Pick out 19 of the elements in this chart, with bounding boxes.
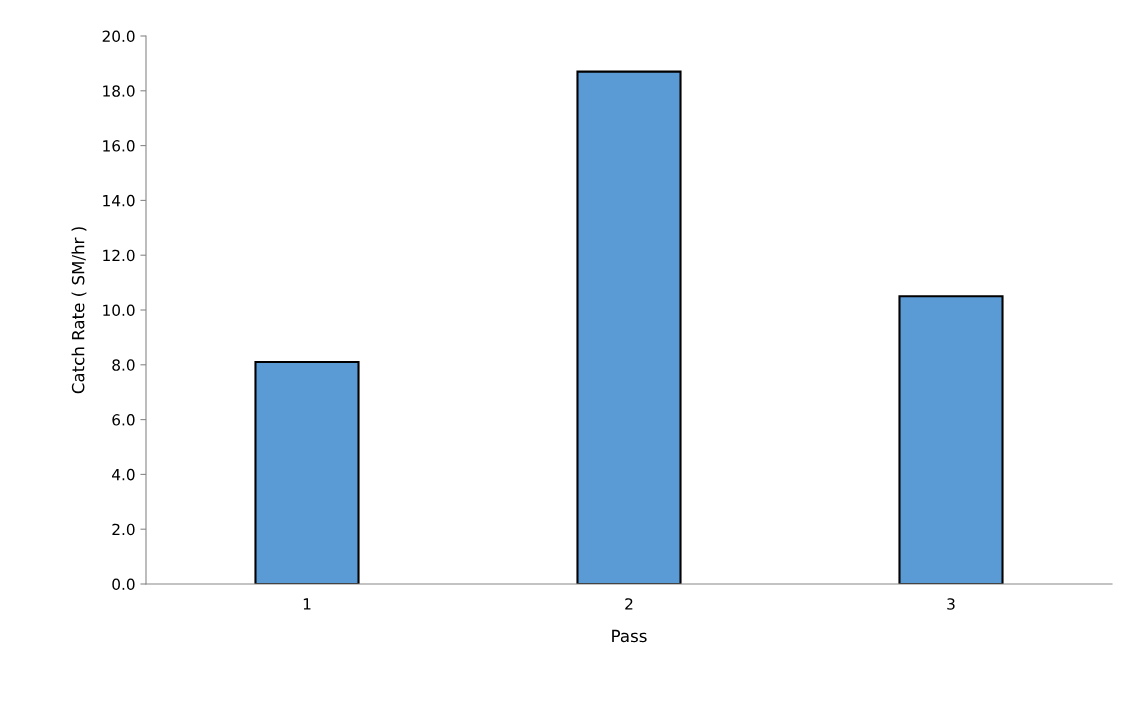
y-tick-label: 2.0 [112, 523, 135, 536]
y-tick-label: 8.0 [112, 359, 135, 371]
y-axis-title: Catch Rate ( SM/hr ) [71, 227, 87, 394]
bar [576, 70, 682, 584]
x-tick-label: 1 [303, 598, 311, 610]
y-tick-label: 0.0 [112, 578, 135, 591]
bar [898, 295, 1004, 584]
x-tick-label: 3 [947, 598, 955, 610]
y-tick-label: 10.0 [103, 304, 135, 317]
y-tick-label: 20.0 [102, 30, 135, 43]
y-tick-label: 6.0 [112, 414, 135, 426]
bar [254, 361, 360, 584]
y-tick-label: 16.0 [103, 140, 135, 152]
y-tick-label: 12.0 [103, 249, 135, 262]
y-tick-label: 14.0 [103, 194, 135, 207]
x-axis-title: Pass [612, 629, 647, 643]
y-tick-label: 18.0 [103, 85, 135, 97]
x-tick-label: 2 [625, 598, 633, 610]
y-tick-label: 4.0 [112, 468, 135, 481]
